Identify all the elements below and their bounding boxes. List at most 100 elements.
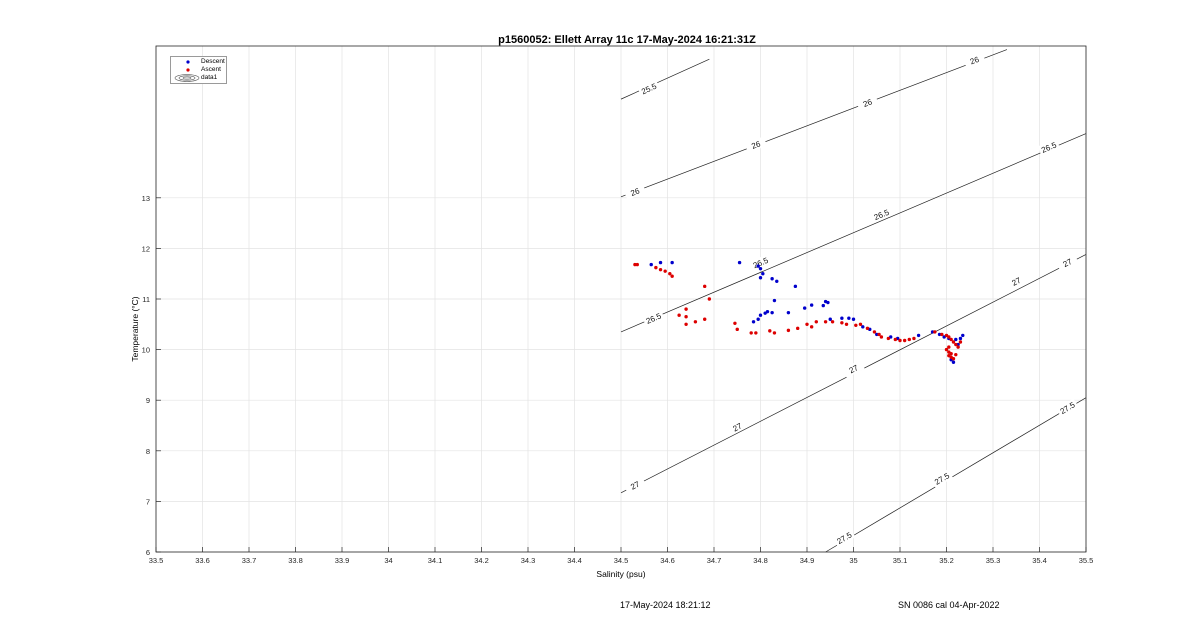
contour-line <box>620 49 1008 198</box>
descent-point <box>775 279 779 283</box>
legend-label: Ascent <box>201 66 221 73</box>
ascent-point <box>830 320 835 324</box>
ascent-point <box>907 337 911 342</box>
descent-point <box>737 260 742 265</box>
x-tick-label: 34 <box>384 556 392 565</box>
descent-point <box>875 332 879 337</box>
descent-point <box>951 360 956 364</box>
descent-point <box>954 337 958 342</box>
descent-point <box>758 276 763 280</box>
ascent-point <box>684 307 688 311</box>
ascent-point <box>733 321 737 325</box>
x-tick-label: 35.5 <box>1079 556 1094 565</box>
x-tick-label: 35.1 <box>893 556 908 565</box>
descent-point <box>758 313 763 317</box>
descent-point <box>826 300 830 305</box>
ascent-point <box>809 325 814 329</box>
descent-point <box>847 316 851 320</box>
ascent-point <box>735 327 739 332</box>
descent-point <box>916 333 921 338</box>
descent-point <box>756 264 760 268</box>
descent-point <box>765 309 770 314</box>
ascent-point <box>693 320 698 324</box>
contour-icon <box>174 74 200 82</box>
ascent-point <box>858 322 863 326</box>
x-axis-label: Salinity (psu) <box>596 569 645 579</box>
ascent-point <box>814 320 818 324</box>
x-tick-label: 34.3 <box>521 556 536 565</box>
contour-line <box>620 58 710 100</box>
footer-calibration: SN 0086 cal 04-Apr-2022 <box>898 600 1000 610</box>
x-tick-label: 33.7 <box>242 556 257 565</box>
x-tick-label: 35.3 <box>986 556 1001 565</box>
y-tick-label: 9 <box>146 396 150 405</box>
y-tick-label: 6 <box>146 548 150 557</box>
y-tick-label: 12 <box>142 244 150 253</box>
ascent-point <box>879 335 884 339</box>
ascent-point <box>684 315 688 319</box>
contour-label-bg <box>930 469 954 489</box>
descent-point <box>758 266 763 271</box>
y-axis-label: Temperature (°C) <box>130 296 140 361</box>
ascent-point <box>956 345 960 349</box>
contour-label: 26 <box>969 55 981 67</box>
ascent-point <box>635 262 639 267</box>
descent-point <box>861 325 865 329</box>
ascent-point <box>670 274 674 278</box>
x-tick-label: 34.1 <box>428 556 443 565</box>
descent-point <box>809 303 814 307</box>
descent-point <box>772 298 777 303</box>
ascent-point <box>872 330 877 334</box>
contour-label: 26 <box>750 139 762 151</box>
descent-point <box>751 320 756 324</box>
ascent-point <box>633 262 637 267</box>
descent-point <box>658 260 663 265</box>
ascent-point <box>886 336 891 341</box>
contour-label-bg <box>842 359 865 378</box>
x-tick-label: 33.9 <box>335 556 350 565</box>
descent-point <box>793 284 798 289</box>
contour-label-bg <box>726 418 749 437</box>
ascent-marker-icon <box>186 68 190 72</box>
footer-timestamp: 17-May-2024 18:21:12 <box>620 600 711 610</box>
ascent-point <box>949 351 953 356</box>
descent-point <box>828 317 832 321</box>
contour-label-bg <box>637 79 661 98</box>
x-tick-label: 35 <box>849 556 857 565</box>
ascent-point <box>933 330 937 334</box>
ascent-point <box>658 267 663 272</box>
contour-label-bg <box>749 254 772 272</box>
x-tick-label: 35.4 <box>1032 556 1047 565</box>
legend-label: data1 <box>201 74 218 81</box>
ascent-point <box>768 329 772 333</box>
y-tick-label: 8 <box>146 447 150 456</box>
ascent-point <box>703 317 707 321</box>
descent-point <box>958 336 963 341</box>
legend[interactable]: Descent Ascent data1 <box>170 56 227 84</box>
descent-point <box>770 310 774 315</box>
legend-item-ascent: Ascent <box>171 66 226 74</box>
ascent-point <box>947 345 951 349</box>
descent-point <box>961 333 965 338</box>
ascent-point <box>951 357 956 361</box>
ascent-point <box>940 332 944 337</box>
ascent-point <box>898 338 902 343</box>
legend-item-descent: Descent <box>171 58 226 66</box>
contour-label-bg <box>870 205 893 224</box>
contour-label-bg <box>1056 253 1079 272</box>
ascent-point <box>954 342 958 347</box>
contour-label-bg <box>1056 398 1079 418</box>
ascent-point <box>865 326 870 331</box>
ascent-point <box>654 265 658 270</box>
legend-label: Descent <box>201 58 225 65</box>
contour-label: 26 <box>629 186 641 198</box>
x-tick-label: 33.8 <box>288 556 303 565</box>
descent-point <box>851 317 856 321</box>
ascent-point <box>958 340 963 344</box>
ascent-point <box>951 340 956 344</box>
descent-point <box>670 260 674 265</box>
ascent-point <box>840 321 844 325</box>
ascent-point <box>703 284 707 289</box>
x-tick-label: 34.2 <box>474 556 489 565</box>
